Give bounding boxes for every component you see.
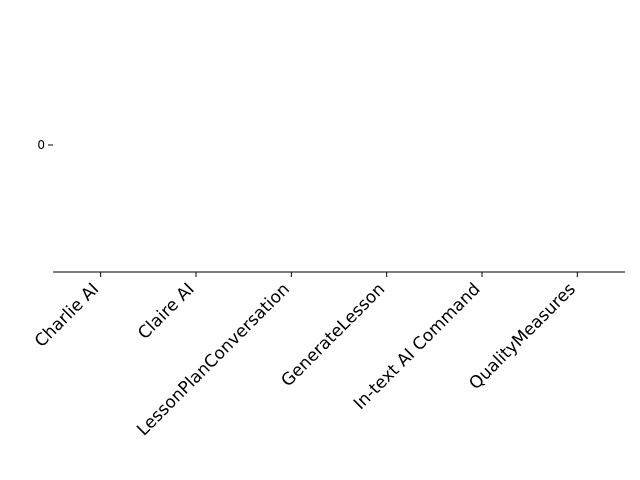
y-tick-label: 0 <box>37 138 45 152</box>
x-tick-label: GenerateLesson <box>278 279 390 391</box>
x-tick-label: Charlie AI <box>31 279 103 351</box>
x-tick-label: QualityMeasures <box>465 279 580 394</box>
x-tick-label: LessonPlanConversation <box>133 279 294 440</box>
y-axis: 0 <box>37 138 53 152</box>
x-axis: Charlie AI Claire AILessonPlanConversatio… <box>31 272 580 440</box>
x-tick-label: Claire AI <box>134 279 198 343</box>
